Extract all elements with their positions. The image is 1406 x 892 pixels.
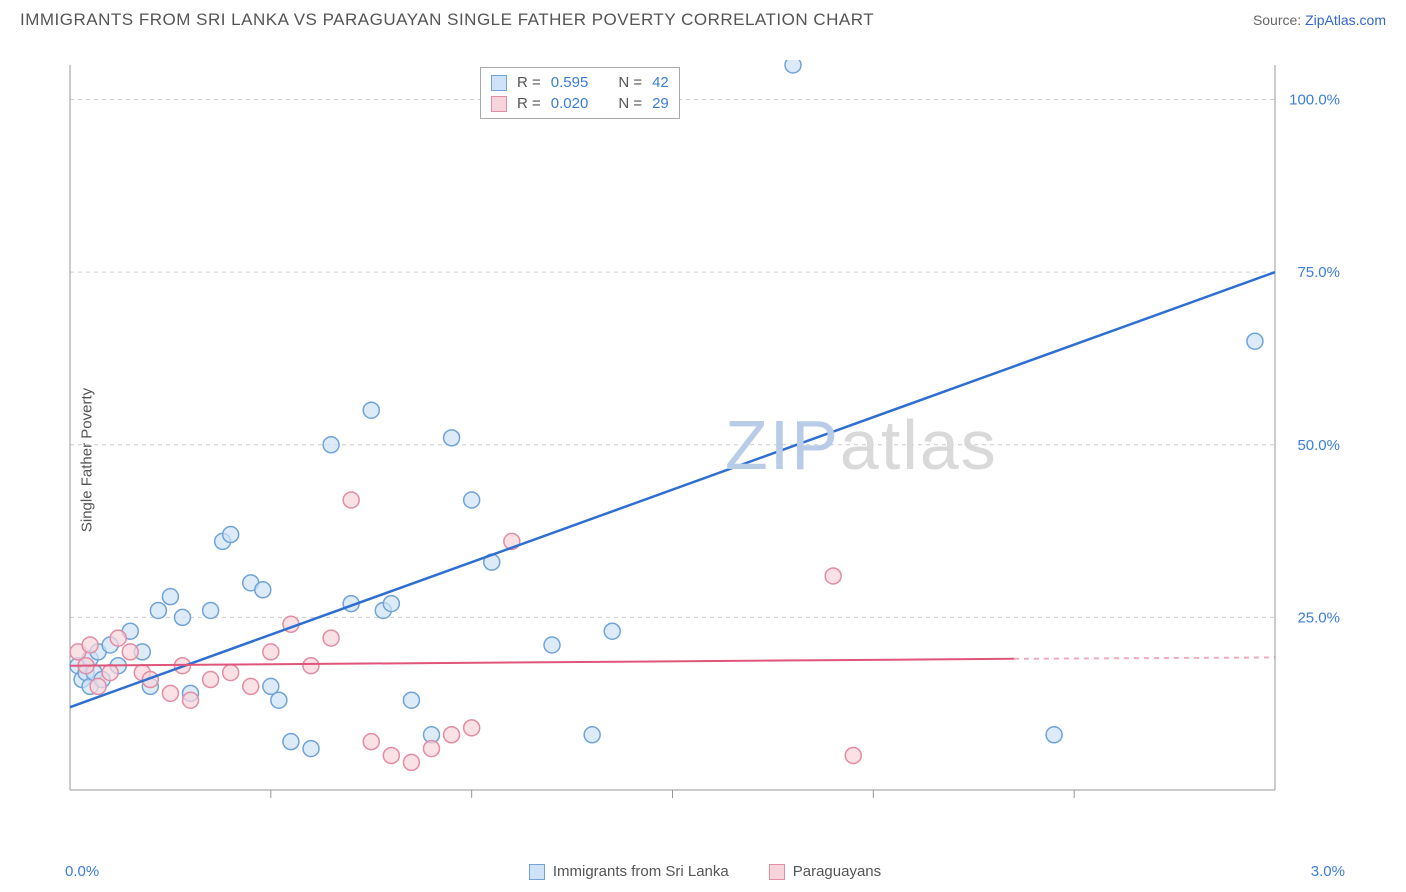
source-label: Source: [1253,12,1305,28]
legend-item-series2: Paraguayans [769,863,881,880]
r-value: 0.020 [551,95,589,112]
swatch-series1 [491,75,507,91]
x-axis-legend: 0.0% Immigrants from Sri Lanka Paraguaya… [65,863,1345,880]
source-attribution: Source: ZipAtlas.com [1253,12,1386,28]
x-tick-min: 0.0% [65,863,99,880]
corr-row-series1: R = 0.595 N = 42 [491,72,669,93]
chart-container: Single Father Poverty 25.0%50.0%75.0%100… [20,40,1386,880]
svg-text:50.0%: 50.0% [1297,437,1340,454]
chart-title: IMMIGRANTS FROM SRI LANKA VS PARAGUAYAN … [20,10,874,30]
legend-label-series1: Immigrants from Sri Lanka [553,863,729,880]
swatch-series2-icon [769,864,785,880]
svg-text:25.0%: 25.0% [1297,609,1340,626]
r-value: 0.595 [551,74,589,91]
plot-area: 25.0%50.0%75.0%100.0% ZIPatlas R = 0.595… [65,60,1345,820]
scatter-svg: 25.0% 50.0% 75.0% 100.0% [65,60,1345,820]
r-label: R = [517,74,541,91]
n-label: N = [618,95,642,112]
swatch-series2 [491,96,507,112]
swatch-series1-icon [529,864,545,880]
x-tick-max: 3.0% [1311,863,1345,880]
correlation-legend: R = 0.595 N = 42 R = 0.020 N = 29 [480,67,680,119]
svg-text:100.0%: 100.0% [1289,92,1340,109]
legend-label-series2: Paraguayans [793,863,881,880]
legend-item-series1: Immigrants from Sri Lanka [529,863,729,880]
corr-row-series2: R = 0.020 N = 29 [491,93,669,114]
source-link[interactable]: ZipAtlas.com [1305,12,1386,28]
n-value: 29 [652,95,669,112]
svg-text:75.0%: 75.0% [1297,264,1340,281]
r-label: R = [517,95,541,112]
header: IMMIGRANTS FROM SRI LANKA VS PARAGUAYAN … [0,0,1406,30]
n-value: 42 [652,74,669,91]
n-label: N = [618,74,642,91]
